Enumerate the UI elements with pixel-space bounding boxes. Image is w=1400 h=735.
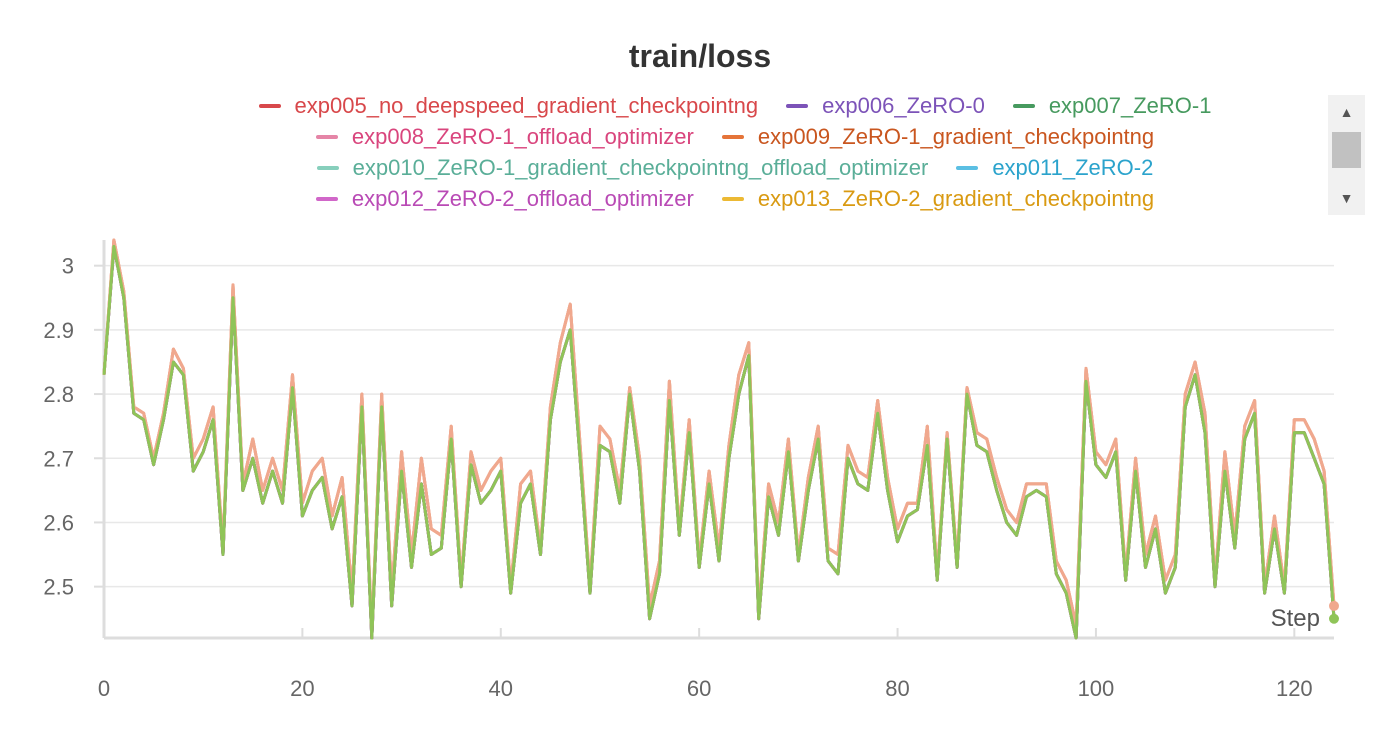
legend-swatch bbox=[315, 135, 338, 139]
legend-swatch bbox=[721, 135, 744, 139]
legend-label: exp007_ZeRO-1 bbox=[1048, 93, 1212, 118]
legend-item[interactable]: exp010_ZeRO-1_gradient_checkpointng_offl… bbox=[316, 155, 929, 181]
legend-label: exp009_ZeRO-1_gradient_checkpointng bbox=[757, 124, 1155, 149]
end-marker-bottom bbox=[1329, 613, 1339, 624]
y-tick-label: 2.9 bbox=[43, 318, 74, 343]
legend-label: exp010_ZeRO-1_gradient_checkpointng_offl… bbox=[352, 155, 929, 180]
legend-item[interactable]: exp013_ZeRO-2_gradient_checkpointng bbox=[721, 186, 1155, 212]
x-tick-label: 40 bbox=[489, 676, 513, 701]
x-tick-label: 60 bbox=[687, 676, 711, 701]
scrollbar-thumb[interactable] bbox=[1332, 132, 1361, 168]
legend-label: exp005_no_deepspeed_gradient_checkpointn… bbox=[294, 93, 759, 118]
y-tick-label: 2.7 bbox=[43, 446, 74, 471]
legend-row-4: exp012_ZeRO-2_offload_optimizer exp013_Z… bbox=[150, 184, 1320, 214]
axes: 2.5 2.6 2.7 2.8 2.9 3 0 20 40 60 80 100 120 bbox=[43, 240, 1334, 701]
legend-item[interactable]: exp012_ZeRO-2_offload_optimizer bbox=[315, 186, 694, 212]
y-tick-label: 3 bbox=[62, 254, 74, 279]
legend-label: exp013_ZeRO-2_gradient_checkpointng bbox=[757, 186, 1155, 211]
legend-swatch bbox=[258, 104, 281, 108]
legend-swatch bbox=[721, 197, 744, 201]
legend-label: exp012_ZeRO-2_offload_optimizer bbox=[351, 186, 694, 211]
legend-swatch bbox=[956, 166, 979, 170]
legend-item[interactable]: exp008_ZeRO-1_offload_optimizer bbox=[315, 124, 694, 150]
legend-row-2: exp008_ZeRO-1_offload_optimizer exp009_Z… bbox=[150, 122, 1320, 152]
legend-item[interactable]: exp005_no_deepspeed_gradient_checkpointn… bbox=[258, 93, 759, 119]
chart-legend: exp005_no_deepspeed_gradient_checkpointn… bbox=[150, 90, 1320, 218]
legend-label: exp006_ZeRO-0 bbox=[822, 93, 985, 118]
x-tick-label: 20 bbox=[290, 676, 314, 701]
x-tick-label: 80 bbox=[885, 676, 909, 701]
x-tick-label: 0 bbox=[98, 676, 110, 701]
legend-item[interactable]: exp011_ZeRO-2 bbox=[956, 155, 1153, 181]
end-marker-top bbox=[1329, 600, 1339, 611]
series-line-overlay bbox=[102, 244, 1336, 640]
legend-label: exp011_ZeRO-2 bbox=[992, 155, 1154, 180]
x-tick-label: 120 bbox=[1276, 676, 1313, 701]
scroll-down-arrow-icon[interactable]: ▼ bbox=[1339, 190, 1354, 206]
legend-row-3: exp010_ZeRO-1_gradient_checkpointng_offl… bbox=[150, 153, 1320, 183]
y-tick-label: 2.5 bbox=[43, 575, 74, 600]
legend-swatch bbox=[316, 166, 339, 170]
grid-lines bbox=[104, 264, 1334, 588]
y-tick-label: 2.8 bbox=[43, 382, 74, 407]
legend-swatch bbox=[1012, 104, 1035, 108]
legend-swatch bbox=[315, 197, 338, 201]
chart-title: train/loss bbox=[628, 38, 772, 74]
legend-swatch bbox=[786, 104, 809, 108]
scroll-up-arrow-icon[interactable]: ▲ bbox=[1339, 104, 1354, 120]
end-markers bbox=[1329, 600, 1339, 624]
x-tick-label: 100 bbox=[1078, 676, 1115, 701]
y-tick-label: 2.6 bbox=[43, 510, 74, 535]
legend-item[interactable]: exp006_ZeRO-0 bbox=[786, 93, 985, 119]
legend-row-1: exp005_no_deepspeed_gradient_checkpointn… bbox=[150, 91, 1320, 121]
x-axis-label: Step bbox=[1271, 605, 1320, 632]
legend-item[interactable]: exp007_ZeRO-1 bbox=[1012, 93, 1212, 119]
legend-item[interactable]: exp009_ZeRO-1_gradient_checkpointng bbox=[721, 124, 1155, 150]
legend-scrollbar[interactable]: ▲ ▼ bbox=[1328, 95, 1365, 215]
legend-label: exp008_ZeRO-1_offload_optimizer bbox=[351, 124, 694, 149]
series-lines bbox=[102, 238, 1336, 640]
